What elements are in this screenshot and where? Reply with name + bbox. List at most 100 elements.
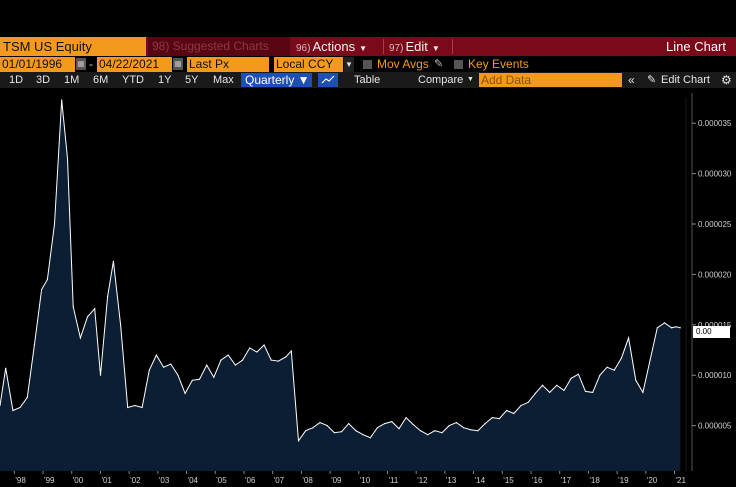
data-point <box>270 359 272 361</box>
data-point <box>477 430 479 432</box>
data-point <box>384 423 386 425</box>
data-point <box>305 430 307 432</box>
actions-menu-button[interactable]: 96) Actions ▼ <box>296 37 367 56</box>
data-point <box>277 360 279 362</box>
data-point <box>348 423 350 425</box>
data-point <box>177 374 179 376</box>
chevron-down-icon: ▼ <box>431 44 440 53</box>
period-ytd-button[interactable]: YTD <box>122 74 144 86</box>
data-point <box>613 369 615 371</box>
y-tick-label: 0.000015 <box>698 321 732 330</box>
x-tick-label: '15 <box>503 476 514 485</box>
edit-chart-button[interactable]: Edit Chart <box>661 74 710 86</box>
mov-avgs-label[interactable]: Mov Avgs <box>377 57 429 71</box>
data-point <box>234 364 236 366</box>
data-point <box>191 379 193 381</box>
key-events-checkbox[interactable] <box>454 60 463 69</box>
data-point <box>79 337 81 339</box>
data-point <box>679 327 681 329</box>
compare-button[interactable]: Compare <box>418 74 464 86</box>
pencil-icon[interactable]: ✎ <box>434 58 444 70</box>
chevron-down-icon[interactable]: ▼ <box>344 57 354 72</box>
data-point <box>412 424 414 426</box>
data-point <box>434 430 436 432</box>
calendar-icon[interactable]: ▦ <box>76 58 86 70</box>
data-point <box>206 364 208 366</box>
line-chart-panel[interactable]: 0.000005 0.000010 0.000015 0.000020 0.000025… <box>0 88 736 487</box>
x-tick-label: '05 <box>216 476 227 485</box>
data-point <box>398 428 400 430</box>
start-date-field[interactable]: 01/01/1996 <box>0 57 75 72</box>
data-point <box>513 412 515 415</box>
x-tick-label: '20 <box>647 476 658 485</box>
ticker-field[interactable]: TSM US Equity <box>0 37 146 56</box>
data-point <box>556 384 558 386</box>
end-date-field[interactable]: 04/22/2021 <box>97 57 172 72</box>
x-tick-label: '19 <box>618 476 629 485</box>
data-point <box>5 367 7 369</box>
frequency-select[interactable]: Quarterly ▼ <box>241 73 312 87</box>
x-tick-label: '21 <box>676 476 687 485</box>
pencil-icon[interactable]: ✎ <box>647 74 657 86</box>
chart-type-label: Line Chart <box>666 39 726 54</box>
x-tick-label: '03 <box>159 476 170 485</box>
data-point <box>448 425 450 427</box>
data-point <box>671 327 673 329</box>
data-point <box>470 429 472 431</box>
period-1d-button[interactable]: 1D <box>9 74 24 86</box>
currency-select[interactable]: Local CCY <box>274 57 343 72</box>
data-point <box>227 354 229 356</box>
data-point <box>312 427 314 429</box>
period-5y-button[interactable]: 5Y <box>185 74 199 86</box>
data-point <box>642 391 644 393</box>
data-point <box>675 326 677 328</box>
series-line <box>0 99 681 443</box>
period-1y-button[interactable]: 1Y <box>158 74 172 86</box>
range-bar: 01/01/1996 ▦ - 04/22/2021 ▦ Last Px Loca… <box>0 57 736 72</box>
x-tick-label: '00 <box>73 476 84 485</box>
period-1m-button[interactable]: 1M <box>64 74 80 86</box>
data-point <box>46 278 49 281</box>
data-point <box>290 350 292 352</box>
data-point <box>549 391 551 393</box>
price-chart[interactable]: 0.000005 0.000010 0.000015 0.000020 0.000025… <box>0 88 736 487</box>
key-events-label[interactable]: Key Events <box>468 57 529 71</box>
period-3d-button[interactable]: 3D <box>36 74 51 86</box>
data-point <box>297 440 300 442</box>
x-tick-label: '98 <box>15 476 26 485</box>
data-point <box>484 423 486 425</box>
data-point <box>99 374 102 376</box>
chevron-down-icon[interactable]: ▼ <box>467 76 474 83</box>
data-point <box>326 425 328 427</box>
x-tick-label: '16 <box>532 476 543 485</box>
mov-avgs-checkbox[interactable] <box>363 60 372 69</box>
collapse-icon[interactable]: « <box>628 73 635 87</box>
table-button[interactable]: Table <box>354 74 381 86</box>
data-point <box>120 324 122 326</box>
edit-menu-button[interactable]: 97) Edit ▼ <box>389 37 440 56</box>
data-point <box>12 409 14 412</box>
data-point <box>184 392 186 394</box>
period-6m-button[interactable]: 6M <box>93 74 109 86</box>
gear-icon[interactable]: ⚙ <box>721 73 732 87</box>
suggested-charts-button[interactable]: 98) Suggested Charts <box>148 37 290 56</box>
y-tick-label: 0.000035 <box>698 119 732 128</box>
date-separator: - <box>89 57 93 71</box>
calendar-icon[interactable]: ▦ <box>173 58 183 70</box>
line-chart-mode-button[interactable] <box>318 73 338 87</box>
data-point <box>341 431 343 433</box>
data-point <box>256 351 258 353</box>
data-point <box>584 390 587 392</box>
data-point <box>506 409 508 412</box>
data-point <box>570 377 572 379</box>
data-point <box>419 430 422 432</box>
y-tick-label: 0.000010 <box>698 371 732 380</box>
data-point <box>391 421 393 423</box>
period-max-button[interactable]: Max <box>213 74 234 86</box>
add-data-input[interactable]: Add Data <box>479 73 622 87</box>
data-point <box>427 434 429 436</box>
data-point <box>649 359 651 361</box>
data-point <box>163 366 165 368</box>
price-field-select[interactable]: Last Px <box>187 57 269 72</box>
data-point <box>620 357 623 359</box>
